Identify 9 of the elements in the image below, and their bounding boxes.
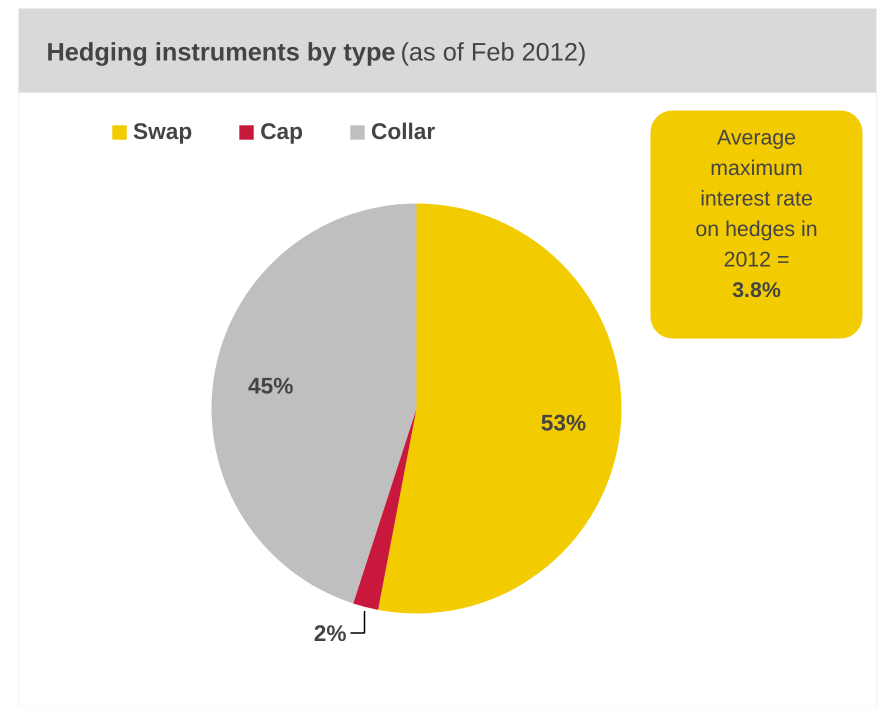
legend-label: Swap — [133, 118, 192, 145]
chart-subtitle: (as of Feb 2012) — [400, 38, 586, 66]
text: Average maximum interest rate on hedges in 2012 = 3.8% — [695, 126, 818, 302]
data-label: 2% — [314, 620, 347, 646]
chart-title: Hedging instruments by type — [46, 38, 396, 66]
legend-label: Collar — [371, 118, 436, 145]
legend-label: Cap — [260, 118, 303, 145]
data-label: 45% — [248, 372, 294, 398]
data-label: 53% — [540, 409, 586, 436]
